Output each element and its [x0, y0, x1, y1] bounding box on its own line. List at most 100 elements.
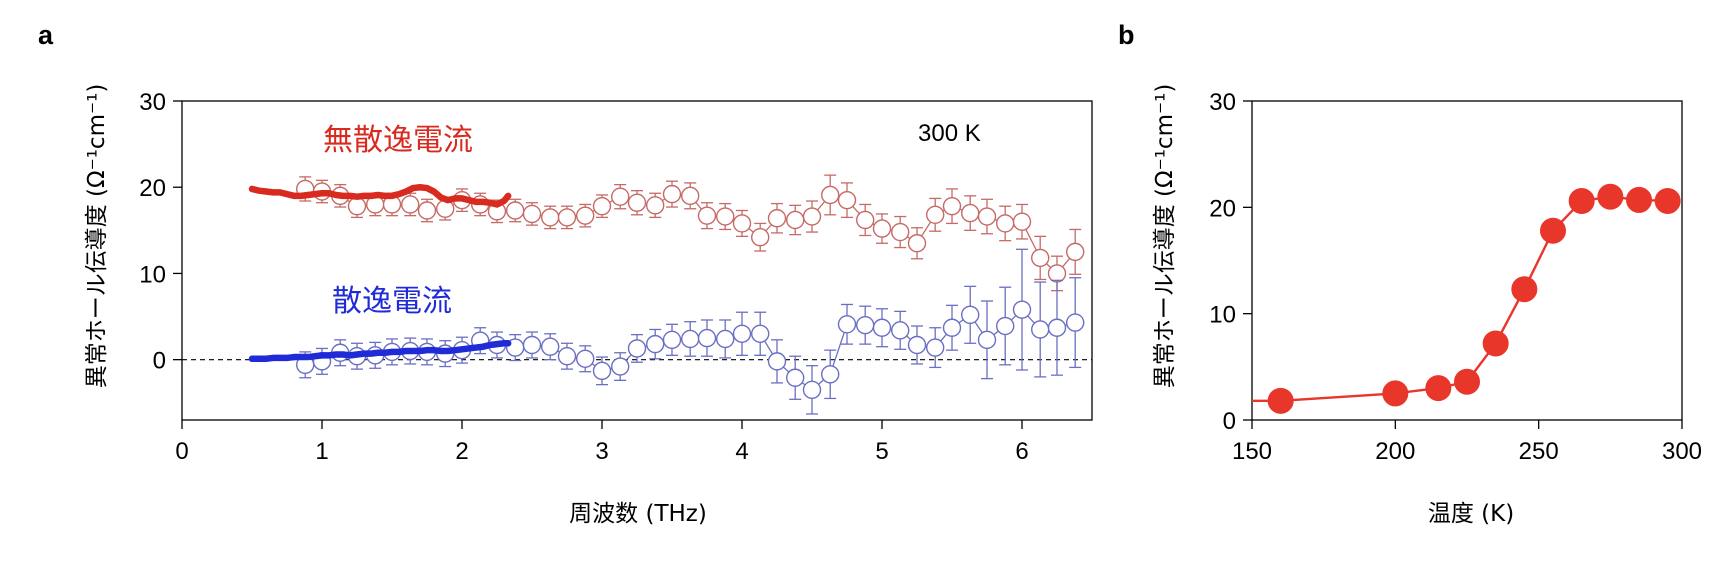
- series-3-point: [592, 361, 612, 381]
- series-3-point: [996, 316, 1015, 336]
- panel-b-axis-ticks: 150 200 250 300 0 10 20 30: [1209, 89, 1702, 465]
- series-2-point: [996, 214, 1015, 233]
- panel-a-y-tick-label: 20: [139, 175, 166, 202]
- series-2-point: [961, 203, 980, 223]
- series-3-point: [1030, 320, 1050, 339]
- series-2-point: [522, 204, 542, 224]
- series-3-point: [576, 349, 595, 368]
- series-3-point: [1047, 318, 1067, 337]
- panel-a-x-tick-label: 2: [455, 438, 468, 465]
- series-3-point: [837, 315, 857, 334]
- panel-a-plot-frame: [181, 100, 1093, 421]
- panel-b-x-tick-label: 250: [1519, 438, 1559, 465]
- temperature-series-point: [1425, 375, 1452, 402]
- panel-b-x-tick-label: 300: [1662, 438, 1702, 465]
- series-2-point: [751, 228, 770, 247]
- series-2-point: [592, 196, 612, 216]
- series-2-point: [576, 206, 595, 225]
- series-2-point: [401, 195, 420, 214]
- series-3-point: [926, 338, 945, 357]
- panel-a-y-axis-title: 異常ホール伝導度 (Ω⁻¹cm⁻¹): [84, 84, 110, 389]
- series-3-point: [872, 318, 892, 337]
- series-3-point: [942, 318, 962, 337]
- series-2-point: [611, 187, 630, 206]
- panel-a: a 0 1 2 3 4 5 6 0 10 20 30 300 K 無散逸電流 散逸電流 周波数 (T…: [38, 20, 1093, 527]
- series-2-point: [646, 196, 665, 215]
- series-3-point: [627, 339, 647, 358]
- panel-b-y-tick-label: 30: [1209, 89, 1236, 116]
- series-3-point: [646, 334, 665, 354]
- panel-a-x-tick-label: 6: [1015, 438, 1028, 465]
- panel-a-y-tick-label: 30: [139, 89, 166, 116]
- series-3-point: [961, 305, 980, 325]
- temperature-series-point: [1267, 387, 1294, 414]
- panel-a-y-tick-label: 10: [139, 261, 166, 288]
- series-2-point: [837, 190, 857, 210]
- panel-b-x-tick-label: 200: [1375, 438, 1415, 465]
- temperature-series-point: [1568, 187, 1595, 214]
- series-2-point: [802, 207, 822, 226]
- panel-b-y-tick-label: 10: [1209, 302, 1236, 329]
- series-3-point: [732, 324, 752, 343]
- series-2-point: [627, 193, 647, 212]
- series-2-point: [1012, 212, 1032, 231]
- series-2-point: [557, 208, 577, 227]
- panel-a-x-tick-label: 1: [315, 438, 328, 465]
- series-3-point: [697, 328, 717, 348]
- panel-a-label: a: [38, 20, 54, 50]
- series-3-point: [716, 329, 735, 349]
- series-2-point: [856, 210, 875, 230]
- panel-a-x-tick-label: 5: [875, 438, 888, 465]
- series-2-point: [541, 208, 560, 227]
- panel-a-y-tick-label: 0: [153, 348, 166, 375]
- panel-b-label: b: [1118, 20, 1135, 50]
- temperature-series-point: [1511, 276, 1538, 303]
- series-2-point: [872, 219, 892, 238]
- series-2-point: [891, 222, 910, 242]
- series-3-point: [767, 352, 787, 371]
- series-label-dissipative: 散逸電流: [332, 284, 452, 319]
- series-3-point: [751, 324, 770, 343]
- series-3-point: [856, 315, 875, 335]
- panel-b-y-tick-label: 0: [1223, 408, 1236, 435]
- panel-b: b 150 200 250 300 0 10 20 30 温度 (K) 異常ホール伝導度 (Ω…: [1118, 20, 1702, 527]
- series-label-dissipationless: 無散逸電流: [323, 123, 473, 158]
- panel-b-x-axis-title: 温度 (K): [1428, 501, 1514, 527]
- series-3-point: [977, 330, 997, 350]
- series-2-point: [942, 196, 962, 216]
- series-3-point: [802, 380, 822, 400]
- series-3-point: [681, 329, 700, 349]
- series-3-point: [557, 347, 577, 366]
- series-3-point: [821, 365, 840, 384]
- panel-b-y-tick-label: 20: [1209, 195, 1236, 222]
- panel-a-x-tick-label: 4: [735, 438, 748, 465]
- temperature-series-point: [1654, 187, 1681, 214]
- series-3-point: [1012, 300, 1032, 319]
- series-3-point: [611, 357, 630, 376]
- series-2-point: [786, 210, 805, 230]
- series-2-point: [417, 201, 437, 220]
- series-2-point: [1065, 242, 1085, 262]
- panel-b-series: [1252, 183, 1681, 414]
- panel-a-x-tick-label: 0: [175, 438, 188, 465]
- panel-a-x-tick-label: 3: [595, 438, 608, 465]
- panel-a-x-axis-title: 周波数 (THz): [569, 501, 707, 527]
- series-2-point: [1047, 264, 1067, 283]
- series-3-point: [541, 337, 560, 356]
- series-3-point: [522, 335, 542, 355]
- series-3-point: [891, 321, 910, 340]
- series-3-point: [1065, 313, 1085, 332]
- series-2-point: [732, 214, 752, 233]
- series-2-point: [977, 207, 997, 226]
- panel-a-temperature-annotation: 300 K: [918, 120, 981, 147]
- series-1-line: [248, 340, 512, 363]
- series-2-point: [821, 185, 840, 205]
- series-0-line: [248, 183, 512, 208]
- series-2-point: [1030, 248, 1050, 268]
- series-2-point: [436, 199, 455, 218]
- temperature-series-point: [1597, 183, 1624, 210]
- series-2-point: [716, 207, 735, 226]
- temperature-series-point: [1482, 330, 1509, 357]
- panel-a-series: [248, 174, 1085, 415]
- series-2-point: [662, 184, 682, 204]
